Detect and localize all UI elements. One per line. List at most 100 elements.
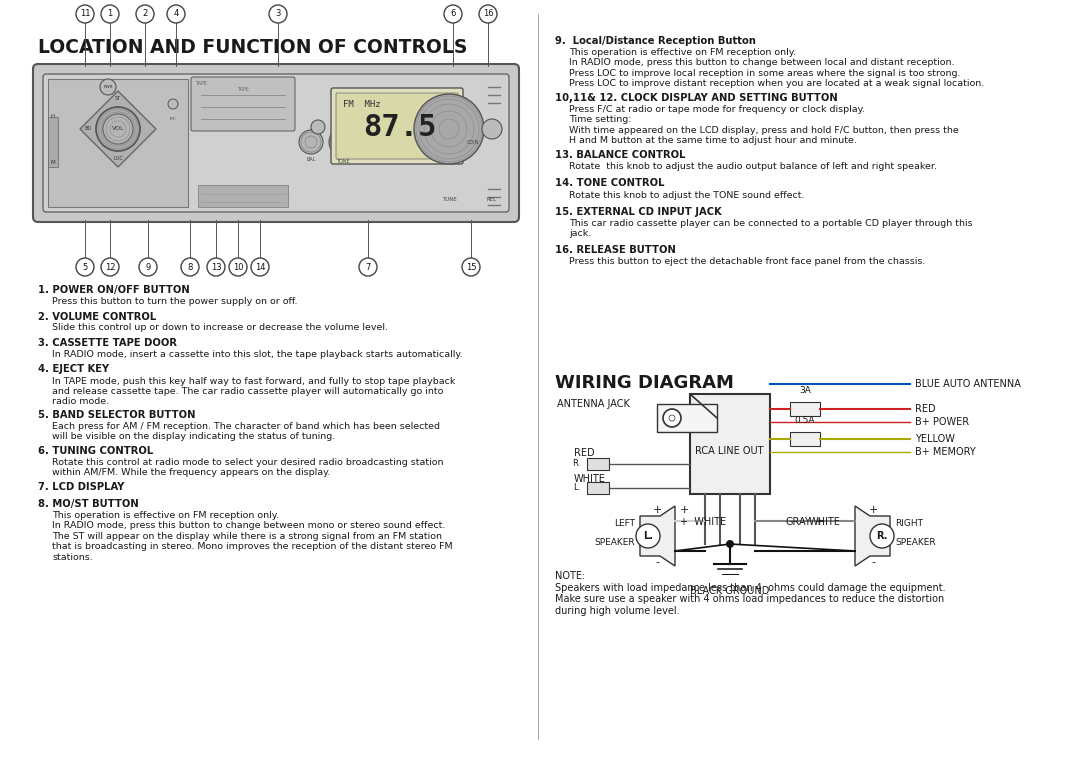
Text: COIN: COIN [467, 140, 480, 145]
Circle shape [482, 119, 502, 139]
Text: 5: 5 [82, 263, 87, 271]
Text: 14: 14 [255, 263, 266, 271]
Text: H: H [51, 115, 55, 119]
Text: PWR: PWR [104, 85, 112, 89]
Bar [789, 432, 820, 446]
Text: L.: L. [572, 484, 580, 493]
Text: 13. BALANCE CONTROL: 13. BALANCE CONTROL [555, 150, 686, 160]
Circle shape [311, 120, 325, 134]
Text: RIGHT: RIGHT [895, 519, 923, 528]
Text: 15: 15 [465, 263, 476, 271]
Text: Rotate  this knob to adjust the audio output balance of left and right speaker.: Rotate this knob to adjust the audio out… [569, 162, 937, 171]
Text: GRAY: GRAY [785, 517, 811, 527]
Text: Each press for AM / FM reception. The character of band which has been selected
: Each press for AM / FM reception. The ch… [52, 422, 440, 442]
Circle shape [465, 119, 481, 135]
Text: B+ MEMORY: B+ MEMORY [915, 447, 975, 457]
Text: SPEAKER: SPEAKER [895, 538, 935, 547]
Polygon shape [114, 107, 121, 108]
Text: 8. MO/ST BUTTON: 8. MO/ST BUTTON [38, 499, 138, 509]
Text: 2: 2 [143, 9, 148, 18]
Text: FM  MHz: FM MHz [343, 100, 380, 109]
Text: +: + [680, 505, 689, 515]
FancyBboxPatch shape [33, 64, 519, 222]
Text: L.: L. [643, 531, 653, 541]
FancyBboxPatch shape [330, 88, 463, 164]
Text: 4. EJECT KEY: 4. EJECT KEY [38, 364, 109, 374]
Circle shape [669, 415, 675, 421]
Text: 0.5A: 0.5A [795, 416, 815, 425]
Text: This operation is effective on FM reception only.
In RADIO mode, press this butt: This operation is effective on FM recept… [569, 48, 984, 88]
Text: 9: 9 [146, 263, 150, 271]
FancyBboxPatch shape [336, 93, 458, 159]
Text: 8: 8 [187, 263, 192, 271]
Text: 5. BAND SELECTOR BUTTON: 5. BAND SELECTOR BUTTON [38, 410, 195, 420]
Circle shape [663, 409, 681, 427]
Circle shape [251, 258, 269, 276]
Text: -: - [870, 557, 875, 567]
Polygon shape [640, 506, 675, 566]
Circle shape [96, 107, 140, 151]
Text: Press this button to eject the detachable front face panel from the chassis.: Press this button to eject the detachabl… [569, 257, 926, 266]
Text: TONE: TONE [336, 159, 350, 164]
Text: NOTE:
Speakers with load impedance less than 4  ohms could damage the equipment.: NOTE: Speakers with load impedance less … [555, 571, 946, 616]
Text: YELLOW: YELLOW [915, 434, 955, 444]
Text: LEFT: LEFT [615, 519, 635, 528]
Text: 6: 6 [450, 9, 456, 18]
Text: RED: RED [915, 404, 935, 414]
Text: LOC: LOC [113, 157, 123, 161]
Circle shape [636, 524, 660, 548]
Text: 11: 11 [80, 9, 91, 18]
Text: 4: 4 [174, 9, 178, 18]
Text: VOL: VOL [111, 127, 124, 131]
Circle shape [444, 5, 462, 23]
Circle shape [359, 258, 377, 276]
Text: SPEAKER: SPEAKER [594, 538, 635, 547]
Circle shape [299, 130, 323, 154]
Text: RCA LINE OUT: RCA LINE OUT [696, 446, 764, 456]
Polygon shape [114, 150, 121, 151]
FancyBboxPatch shape [43, 74, 509, 212]
Text: TAPE: TAPE [195, 81, 207, 86]
Text: 16: 16 [483, 9, 494, 18]
Text: In TAPE mode, push this key half way to fast forward, and fully to stop tape pla: In TAPE mode, push this key half way to … [52, 377, 456, 406]
Circle shape [181, 258, 199, 276]
Text: 87.5: 87.5 [363, 113, 436, 142]
Circle shape [726, 540, 734, 548]
Text: WHITE: WHITE [809, 517, 841, 527]
Text: RED: RED [573, 448, 595, 458]
Text: 15. EXTERNAL CD INPUT JACK: 15. EXTERNAL CD INPUT JACK [555, 207, 721, 217]
Text: +: + [868, 505, 878, 515]
Bar [789, 402, 820, 416]
Circle shape [329, 128, 357, 156]
Text: R.: R. [876, 531, 888, 541]
Polygon shape [80, 91, 156, 167]
Text: 13: 13 [211, 263, 221, 271]
Circle shape [480, 5, 497, 23]
Bar [198, 185, 288, 207]
Text: 1: 1 [107, 9, 112, 18]
Circle shape [102, 258, 119, 276]
Text: REL: REL [487, 197, 497, 202]
Circle shape [462, 258, 480, 276]
Text: 7. LCD DISPLAY: 7. LCD DISPLAY [38, 482, 124, 492]
Text: +  WHITE: + WHITE [680, 517, 726, 527]
Circle shape [76, 5, 94, 23]
Text: Rotate this knob to adjust the TONE sound effect.: Rotate this knob to adjust the TONE soun… [569, 190, 805, 199]
Bar [657, 404, 717, 432]
Text: BAL: BAL [307, 157, 315, 162]
Text: Press this button to turn the power supply on or off.: Press this button to turn the power supp… [52, 297, 297, 306]
Text: -: - [654, 557, 659, 567]
Circle shape [414, 94, 484, 164]
Text: 12: 12 [105, 263, 116, 271]
Text: WIRING DIAGRAM: WIRING DIAGRAM [555, 374, 734, 392]
Text: 16. RELEASE BUTTON: 16. RELEASE BUTTON [555, 245, 676, 255]
Text: 3. CASSETTE TAPE DOOR: 3. CASSETTE TAPE DOOR [38, 338, 177, 348]
Text: 10: 10 [233, 263, 243, 271]
Text: 3: 3 [275, 9, 281, 18]
Text: BLUE AUTO ANTENNA: BLUE AUTO ANTENNA [915, 379, 1021, 389]
Text: B+ POWER: B+ POWER [915, 417, 969, 427]
Text: This operation is effective on FM reception only.
In RADIO mode, press this butt: This operation is effective on FM recept… [52, 511, 453, 562]
Text: 3A: 3A [799, 386, 811, 395]
Circle shape [100, 79, 116, 95]
Text: WHITE: WHITE [573, 474, 606, 484]
